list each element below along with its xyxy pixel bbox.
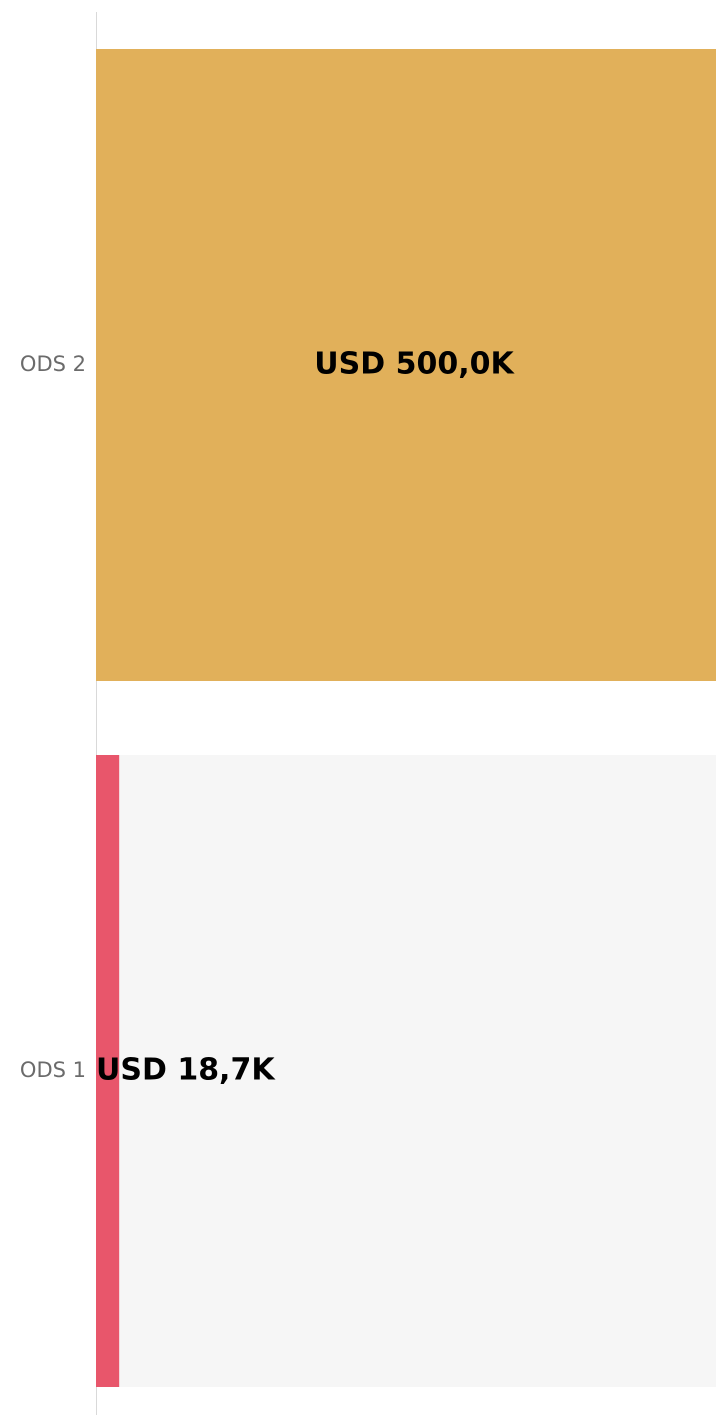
value-label: USD 18,7K bbox=[96, 1053, 276, 1088]
bar-track bbox=[96, 755, 716, 1387]
value-label: USD 500,0K bbox=[314, 347, 515, 382]
bar bbox=[96, 755, 120, 1387]
category-label: ODS 1 bbox=[20, 1058, 86, 1082]
category-label: ODS 2 bbox=[20, 352, 86, 376]
bar bbox=[96, 49, 716, 681]
